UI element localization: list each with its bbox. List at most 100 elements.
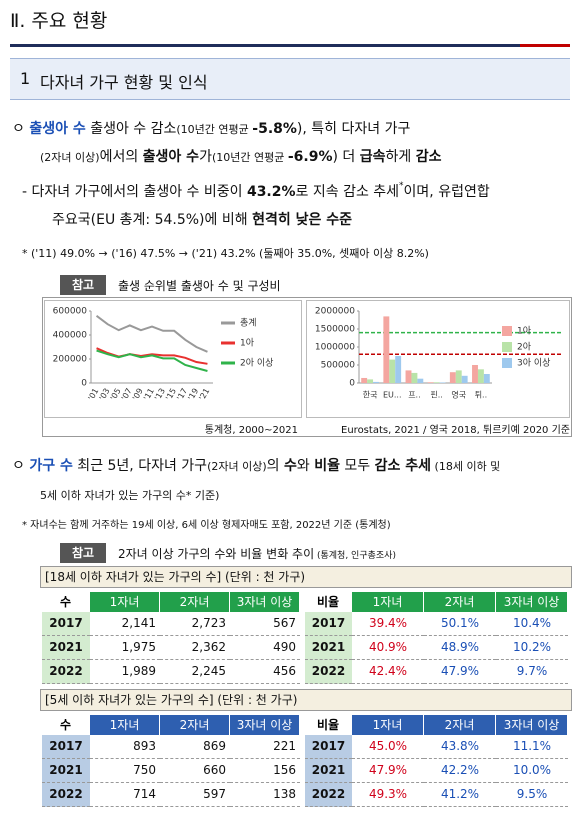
table-cell: 1,989 bbox=[90, 660, 160, 684]
x-tick-label: 한국 bbox=[363, 391, 378, 400]
table-cell: 2,362 bbox=[160, 636, 230, 660]
table-cell: 1,975 bbox=[90, 636, 160, 660]
table-cell: 42.2% bbox=[424, 759, 496, 783]
table-cell: 567 bbox=[230, 612, 300, 636]
row-year: 2022 bbox=[305, 783, 352, 807]
text: 의 bbox=[266, 458, 284, 474]
column-header: 2자녀 bbox=[424, 715, 496, 735]
table-cell: 39.4% bbox=[352, 612, 424, 636]
y-tick-label: 400000 bbox=[53, 331, 88, 341]
section-box: 1 다자녀 가구 현황 및 인식 bbox=[10, 58, 570, 100]
text: 감소 추세 bbox=[374, 458, 432, 474]
bar bbox=[449, 372, 456, 383]
table-cell: 2,245 bbox=[160, 660, 230, 684]
y-tick-label: 500000 bbox=[321, 361, 356, 371]
section-number: 1 bbox=[20, 69, 31, 88]
text: 최근 5년, 다자녀 가구 bbox=[72, 458, 208, 474]
bar bbox=[373, 381, 379, 383]
note: * ('11) 49.0% → ('16) 47.5% → ('21) 43.2… bbox=[22, 247, 429, 260]
table-title: [5세 이하 자녀가 있는 가구의 수] (단위 : 천 가구) bbox=[40, 689, 572, 711]
table-cell: 869 bbox=[160, 735, 230, 759]
text: (통계청, 인구총조사) bbox=[314, 551, 396, 561]
chart: 0200000400000600000'01'03'05'07'09'11'13… bbox=[44, 300, 302, 418]
bar bbox=[367, 379, 374, 383]
row-year: 2021 bbox=[305, 636, 352, 660]
legend-label: 2아 이상 bbox=[240, 358, 273, 369]
y-tick-label: 600000 bbox=[53, 307, 88, 317]
rule bbox=[10, 44, 520, 47]
bar bbox=[417, 378, 424, 383]
table-cell: 10.0% bbox=[496, 759, 568, 783]
rule-accent bbox=[520, 44, 570, 47]
row-year: 2021 bbox=[42, 759, 90, 783]
table-cell: 43.8% bbox=[424, 735, 496, 759]
column-header: 3자녀 이상 bbox=[230, 592, 300, 612]
column-header: 2자녀 bbox=[424, 592, 496, 612]
table-cell: 45.0% bbox=[352, 735, 424, 759]
x-tick-label: 튀.. bbox=[475, 390, 487, 400]
x-tick-label: 영국 bbox=[451, 390, 466, 400]
text: 가구 수 bbox=[29, 458, 73, 474]
reference-label: 참고 bbox=[60, 275, 106, 295]
bar bbox=[439, 382, 446, 383]
reference-label: 참고 bbox=[60, 543, 106, 563]
row-year: 2021 bbox=[42, 636, 90, 660]
text: (2자녀 이상) bbox=[207, 460, 267, 473]
table-title: [18세 이하 자녀가 있는 가구의 수] (단위 : 천 가구) bbox=[40, 566, 572, 588]
bar bbox=[461, 375, 468, 383]
table-cell: 2,141 bbox=[90, 612, 160, 636]
bar bbox=[477, 369, 484, 383]
column-header: 1자녀 bbox=[352, 592, 424, 612]
bar bbox=[427, 382, 434, 383]
bar bbox=[405, 370, 412, 383]
row-year: 2022 bbox=[305, 660, 352, 684]
text: 급속 bbox=[359, 149, 386, 165]
bullet-line: 5세 이하 자녀가 있는 가구의 수* 기준) bbox=[40, 489, 220, 502]
sub-line: - 다자녀 가구에서의 출생아 수 비중이 43.2%로 지속 감소 추세*이며… bbox=[22, 181, 490, 201]
text: 에서의 bbox=[99, 149, 143, 165]
text: -6.9% bbox=[287, 149, 333, 165]
text: ) 더 bbox=[332, 149, 360, 165]
x-tick-label: EU... bbox=[383, 391, 402, 400]
column-header: 3자녀 이상 bbox=[230, 715, 300, 735]
text: (18세 이하 및 bbox=[431, 460, 501, 473]
y-tick-label: 1500000 bbox=[315, 325, 355, 335]
table-cell: 750 bbox=[90, 759, 160, 783]
legend-swatch bbox=[502, 342, 512, 352]
chart: 0 500000 1000000 1500000 2000000 한국 EU... 프.. 핀.… bbox=[306, 300, 570, 418]
column-header: 3자녀 이상 bbox=[496, 715, 568, 735]
text: 가 bbox=[199, 149, 212, 165]
y-tick-label: 0 bbox=[81, 379, 87, 389]
text: (10년간 연평균 bbox=[176, 123, 253, 136]
text: 2자녀 이상 가구의 수와 비율 변화 추이 bbox=[118, 547, 315, 561]
row-year: 2017 bbox=[305, 735, 352, 759]
legend-label: 3아 이상 bbox=[517, 358, 550, 369]
table-cell: 42.4% bbox=[352, 660, 424, 684]
column-header: 수 bbox=[42, 592, 90, 612]
bar bbox=[483, 374, 490, 383]
bar bbox=[383, 316, 390, 383]
column-header: 2자녀 bbox=[160, 592, 230, 612]
table-cell: 9.7% bbox=[496, 660, 568, 684]
text: 출생아 수 bbox=[142, 149, 200, 165]
x-tick-label: 핀.. bbox=[430, 391, 442, 400]
bullet-line: (2자녀 이상)에서의 출생아 수가(10년간 연평균 -6.9%) 더 급속하… bbox=[40, 146, 441, 166]
table-cell: 597 bbox=[160, 783, 230, 807]
bullet-line: ㅇ 출생아 수 출생아 수 감소(10년간 연평균 -5.8%), 특히 다자녀… bbox=[12, 118, 410, 138]
text: 현격히 낮은 수준 bbox=[252, 212, 352, 228]
bar bbox=[395, 356, 402, 383]
column-header: 1자녀 bbox=[90, 592, 160, 612]
text: 하게 bbox=[385, 149, 416, 165]
row-year: 2017 bbox=[42, 612, 90, 636]
note: * 자녀수는 함께 거주하는 19세 이상, 6세 이상 형제자매도 포함, 2… bbox=[22, 520, 391, 531]
column-header: 비율 bbox=[305, 715, 352, 735]
text: 43.2% bbox=[246, 184, 296, 200]
text: 출생아 수 bbox=[29, 121, 86, 137]
bar bbox=[411, 372, 418, 383]
table-cell: 660 bbox=[160, 759, 230, 783]
y-tick-label: 0 bbox=[349, 379, 355, 389]
bar bbox=[389, 359, 396, 383]
reference-title: 2자녀 이상 가구의 수와 비율 변화 추이 (통계청, 인구총조사) bbox=[118, 545, 396, 562]
x-tick-label: '21 bbox=[197, 387, 211, 402]
legend-label: 2아 bbox=[517, 342, 532, 353]
